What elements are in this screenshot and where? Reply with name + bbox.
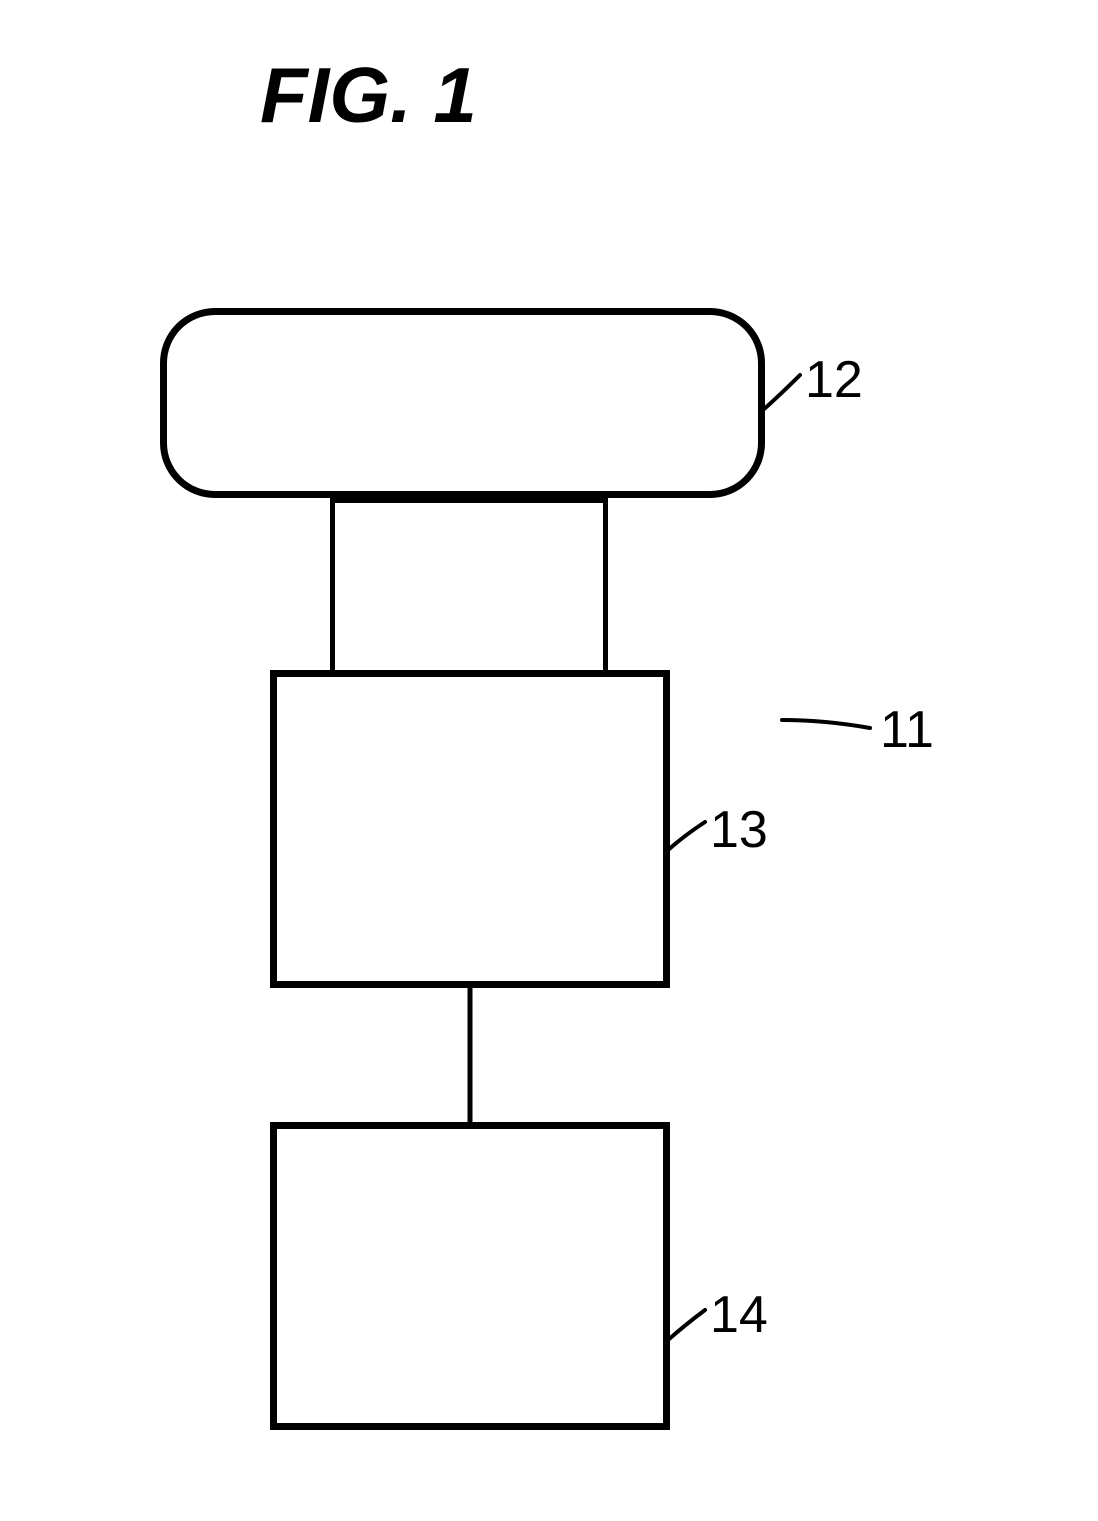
label-11: 11: [880, 700, 934, 760]
leader-to-14: [0, 0, 1098, 1521]
label-14: 14: [710, 1285, 768, 1345]
diagram-canvas: { "figure": { "title": "FIG. 1", "title_…: [0, 0, 1098, 1521]
label-12: 12: [805, 350, 863, 410]
label-13: 13: [710, 800, 768, 860]
